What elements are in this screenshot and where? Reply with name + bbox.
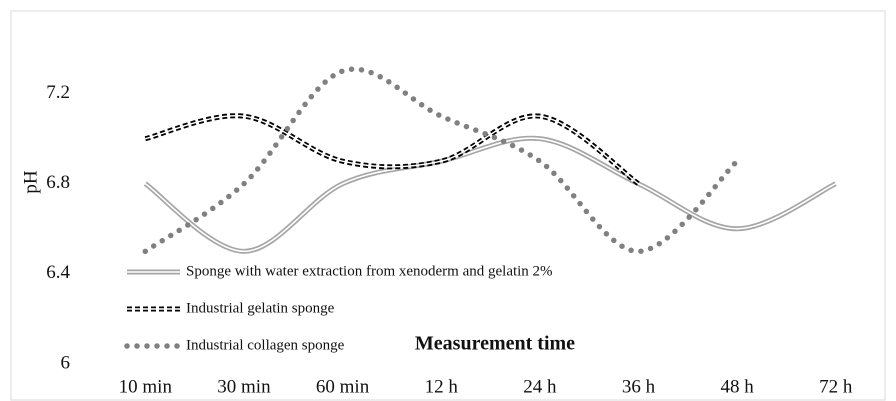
x-axis-label: Measurement time bbox=[415, 333, 575, 355]
line-inner bbox=[144, 137, 837, 253]
x-tick-label: 12 h bbox=[425, 376, 459, 397]
x-tick-label: 48 h bbox=[720, 376, 754, 397]
legend-label: Industrial gelatin sponge bbox=[186, 300, 335, 316]
line bbox=[142, 66, 740, 255]
x-tick-label: 60 min bbox=[316, 376, 370, 397]
chart-border bbox=[10, 10, 886, 401]
y-tick-label: 6.4 bbox=[46, 262, 70, 283]
y-tick-label: 6 bbox=[61, 352, 71, 373]
legend-label: Industrial collagen sponge bbox=[186, 337, 345, 353]
legend-label: Sponge with water extraction from xenode… bbox=[186, 263, 553, 279]
x-tick-label: 30 min bbox=[217, 376, 271, 397]
x-tick-label: 10 min bbox=[119, 376, 173, 397]
x-tick-label: 24 h bbox=[523, 376, 557, 397]
x-tick-label: 36 h bbox=[622, 376, 656, 397]
y-tick-label: 6.8 bbox=[46, 172, 70, 193]
y-axis-label: pH bbox=[20, 170, 41, 194]
y-tick-label: 7.2 bbox=[46, 82, 70, 103]
line-inner bbox=[145, 115, 639, 185]
x-tick-label: 72 h bbox=[819, 376, 853, 397]
